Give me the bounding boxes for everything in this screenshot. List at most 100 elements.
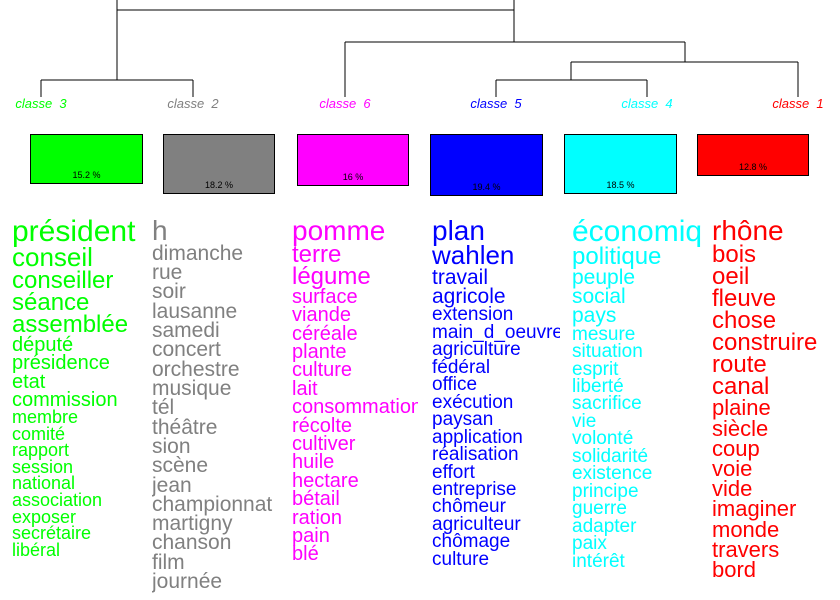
word-item: construire bbox=[712, 329, 818, 357]
word-item: tél bbox=[152, 396, 175, 420]
word-item: vie bbox=[572, 410, 597, 432]
class-box-5: 19.4 % bbox=[430, 134, 543, 196]
word-item: plante bbox=[292, 341, 347, 364]
class-box-1: 12.8 % bbox=[697, 134, 809, 176]
word-item: martigny bbox=[152, 512, 233, 536]
word-item: vide bbox=[712, 476, 753, 502]
word-item: canal bbox=[712, 373, 770, 401]
word-item: social bbox=[572, 284, 626, 308]
word-item: volonté bbox=[572, 428, 634, 450]
word-item: exposer bbox=[12, 506, 77, 527]
word-list-classe-1: rhône bois oeil fleuve chose construire route c… bbox=[712, 218, 840, 600]
word-item: plan bbox=[432, 218, 485, 246]
word-item: application bbox=[432, 426, 523, 448]
word-item: oeil bbox=[712, 262, 750, 290]
class-label-6: classe 6 bbox=[319, 96, 371, 111]
word-item: guerre bbox=[572, 498, 627, 520]
word-item: main_d_oeuvre bbox=[432, 321, 560, 343]
class-box-2: 18.2 % bbox=[163, 134, 275, 194]
word-item: fédéral bbox=[432, 356, 491, 378]
word-item: député bbox=[12, 333, 74, 356]
word-item: culture bbox=[292, 359, 353, 382]
word-item: principe bbox=[572, 480, 639, 502]
word-item: agriculture bbox=[432, 339, 521, 361]
word-item: chômage bbox=[432, 531, 511, 553]
word-item: concert bbox=[152, 338, 221, 362]
word-item: ration bbox=[292, 506, 343, 529]
word-item: chômeur bbox=[432, 496, 506, 518]
word-item: voie bbox=[712, 456, 753, 481]
word-item: solidarité bbox=[572, 445, 649, 467]
class-label-4: classe 4 bbox=[621, 96, 673, 111]
word-item: bois bbox=[712, 240, 757, 268]
word-item: rhône bbox=[712, 218, 784, 246]
word-item: libéral bbox=[12, 539, 61, 560]
word-item: plaine bbox=[712, 395, 771, 421]
word-item: président bbox=[12, 218, 136, 248]
word-item: rapport bbox=[12, 440, 70, 461]
word-list-classe-2: h dimanche rue soir lausanne samedi concert orc… bbox=[152, 218, 280, 600]
word-item: agricole bbox=[432, 284, 506, 308]
class-label-1: classe 1 bbox=[772, 96, 824, 111]
word-item: cultiver bbox=[292, 433, 356, 456]
class-box-4: 18.5 % bbox=[564, 134, 677, 194]
word-item: exécution bbox=[432, 391, 514, 413]
word-item: soir bbox=[152, 280, 186, 304]
word-item: récolte bbox=[292, 414, 353, 437]
word-item: viande bbox=[292, 304, 351, 327]
word-item: céréale bbox=[292, 322, 358, 345]
word-item: séance bbox=[12, 288, 90, 316]
word-item: culture bbox=[432, 548, 490, 570]
word-item: économique bbox=[572, 218, 704, 248]
word-item: secrétaire bbox=[12, 523, 92, 544]
word-item: conseil bbox=[12, 241, 93, 272]
class-percent-5: 19.4 % bbox=[472, 182, 501, 192]
word-list-classe-6: pomme terre légume surface viande céréale plan… bbox=[292, 218, 418, 600]
word-item: office bbox=[432, 374, 478, 396]
dendrogram-link-root bbox=[116, 0, 515, 11]
word-item: intérêt bbox=[572, 550, 625, 572]
word-item: paix bbox=[572, 533, 607, 555]
class-box-3: 15.2 % bbox=[30, 134, 143, 184]
word-item: conseiller bbox=[12, 266, 114, 294]
word-item: dimanche bbox=[152, 241, 244, 265]
word-item: entreprise bbox=[432, 478, 517, 500]
word-item: sacrifice bbox=[572, 393, 642, 415]
word-item: lausanne bbox=[152, 299, 238, 323]
word-item: national bbox=[12, 473, 76, 494]
word-item: pays bbox=[572, 304, 617, 328]
word-item: chose bbox=[712, 306, 777, 334]
word-item: politique bbox=[572, 242, 662, 270]
word-list-classe-3: président conseil conseiller séance assemblé… bbox=[12, 218, 140, 600]
word-item: comité bbox=[12, 423, 66, 444]
class-label-3: classe 3 bbox=[15, 96, 67, 111]
word-item: session bbox=[12, 456, 74, 477]
word-item: extension bbox=[432, 304, 514, 326]
word-item: assemblée bbox=[12, 310, 129, 338]
class-percent-1: 12.8 % bbox=[738, 162, 768, 172]
word-item: samedi bbox=[152, 319, 220, 342]
word-item: chanson bbox=[152, 531, 232, 555]
word-item: effort bbox=[432, 461, 475, 483]
class-percent-4: 18.5 % bbox=[606, 180, 635, 190]
word-item: pain bbox=[292, 524, 330, 547]
word-item: rue bbox=[152, 261, 183, 285]
word-item: esprit bbox=[572, 358, 619, 380]
word-item: h bbox=[152, 218, 168, 246]
word-item: peuple bbox=[572, 265, 636, 289]
word-item: adapter bbox=[572, 515, 637, 537]
word-item: hectare bbox=[292, 469, 359, 492]
word-list-classe-4: économiquepolitiquepeuplesocialpaysmesur… bbox=[572, 218, 704, 600]
word-item: scène bbox=[152, 454, 209, 478]
word-item: travail bbox=[432, 265, 489, 289]
word-item: réalisation bbox=[432, 444, 519, 466]
class-box-6: 16 % bbox=[297, 134, 409, 186]
word-item: lait bbox=[292, 377, 318, 400]
word-item: route bbox=[712, 351, 767, 379]
word-item: travers bbox=[712, 536, 780, 562]
word-item: surface bbox=[292, 285, 358, 308]
word-item: pomme bbox=[292, 218, 386, 246]
word-item: siècle bbox=[712, 415, 769, 441]
word-item: liberté bbox=[572, 376, 624, 398]
word-item: fleuve bbox=[712, 284, 777, 312]
